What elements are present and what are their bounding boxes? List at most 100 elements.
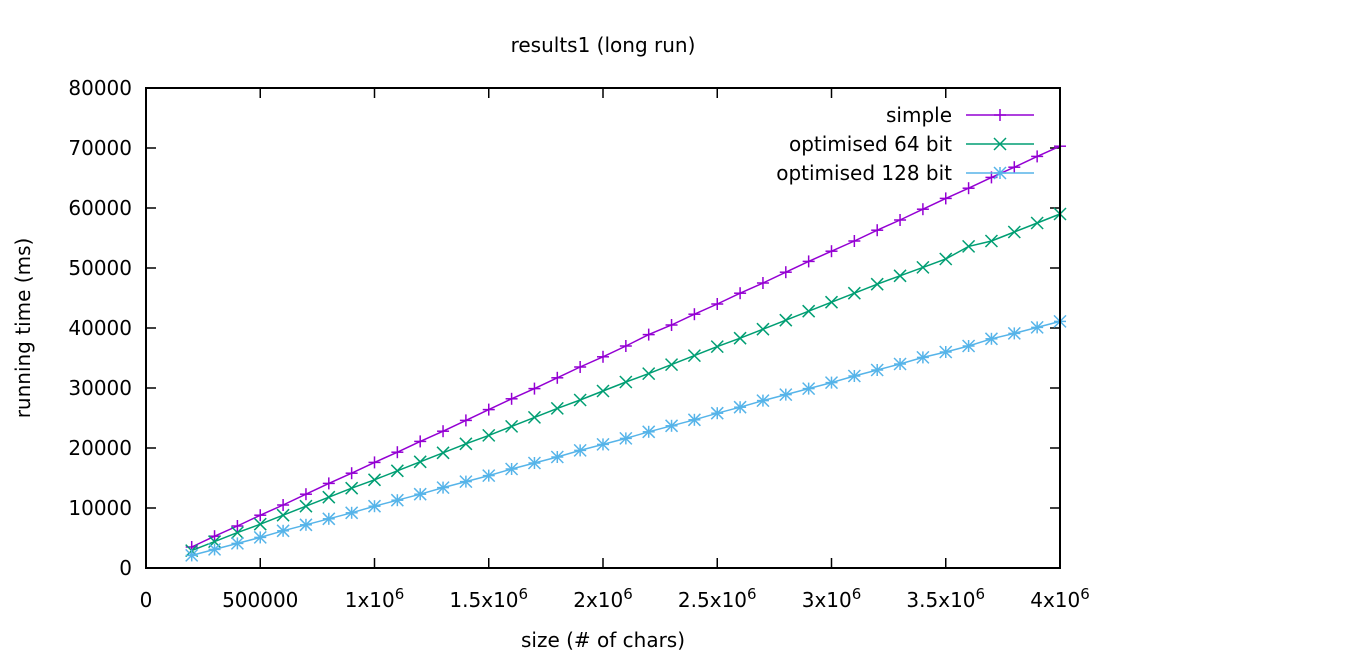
data-point bbox=[573, 393, 587, 407]
y-tick-label: 60000 bbox=[68, 196, 132, 220]
data-point bbox=[687, 349, 701, 363]
legend-marker bbox=[994, 109, 1006, 121]
data-point bbox=[847, 369, 861, 383]
data-point bbox=[642, 328, 655, 341]
data-point bbox=[322, 490, 336, 504]
data-point bbox=[505, 392, 518, 405]
data-point bbox=[596, 437, 610, 451]
data-point bbox=[527, 410, 541, 424]
data-point bbox=[550, 401, 564, 415]
data-point bbox=[756, 322, 770, 336]
data-point bbox=[550, 450, 564, 464]
data-point bbox=[1008, 161, 1021, 174]
data-point bbox=[413, 487, 427, 501]
data-point bbox=[276, 524, 290, 538]
data-point bbox=[665, 419, 679, 433]
legend: simple optimised 64 bit optimised 128 bit bbox=[776, 103, 1034, 185]
data-point bbox=[436, 481, 450, 495]
data-point bbox=[254, 509, 267, 522]
data-point bbox=[597, 350, 609, 363]
x-tick-exponent: 6 bbox=[623, 585, 633, 603]
x-tick-label: 4x106 bbox=[1030, 585, 1090, 612]
y-tick-label: 80000 bbox=[68, 76, 132, 100]
data-point bbox=[711, 298, 724, 310]
x-tick-exponent: 6 bbox=[519, 585, 529, 603]
data-point bbox=[916, 350, 930, 364]
data-point bbox=[824, 295, 839, 309]
x-tick-exponent: 6 bbox=[976, 585, 986, 603]
series-group bbox=[185, 140, 1067, 562]
data-point bbox=[688, 308, 701, 321]
y-tick-label: 40000 bbox=[68, 316, 132, 340]
data-point bbox=[871, 224, 884, 237]
data-point bbox=[505, 419, 519, 433]
data-point bbox=[642, 425, 656, 439]
data-point bbox=[710, 406, 724, 420]
legend-label: simple bbox=[886, 103, 952, 127]
data-point bbox=[459, 414, 472, 427]
data-point bbox=[984, 234, 998, 248]
legend-label: optimised 64 bit bbox=[789, 132, 952, 156]
axis-ticks: 0 500000 1x106 1.5x106 2x106 2.5x106 3x106 3.5x… bbox=[68, 76, 1089, 612]
data-point bbox=[596, 384, 610, 398]
data-point bbox=[1007, 225, 1021, 239]
data-point bbox=[847, 286, 861, 300]
data-point bbox=[870, 277, 884, 291]
plot-frame bbox=[145, 87, 1061, 569]
x-axis-label: size (# of chars) bbox=[521, 628, 685, 652]
data-point bbox=[345, 467, 358, 480]
data-point bbox=[939, 192, 952, 205]
data-point bbox=[345, 481, 359, 495]
data-point bbox=[208, 542, 222, 556]
data-point bbox=[642, 367, 656, 381]
data-point bbox=[962, 182, 975, 195]
data-point bbox=[505, 462, 519, 476]
data-point bbox=[870, 363, 884, 377]
data-point bbox=[893, 269, 907, 283]
y-tick-label: 70000 bbox=[68, 136, 132, 160]
data-point bbox=[779, 388, 793, 402]
data-point bbox=[733, 400, 747, 414]
series-simple bbox=[185, 140, 1066, 553]
data-point bbox=[185, 548, 199, 562]
data-point bbox=[619, 431, 633, 445]
y-tick-label: 20000 bbox=[68, 436, 132, 460]
data-point bbox=[1030, 216, 1044, 230]
series-optimised-64-bit bbox=[185, 207, 1067, 558]
x-tick-label: 3x106 bbox=[802, 585, 862, 612]
data-point bbox=[962, 239, 976, 253]
x-tick-exponent: 6 bbox=[1080, 585, 1090, 603]
data-point bbox=[482, 469, 496, 483]
data-point bbox=[299, 488, 312, 501]
data-point bbox=[756, 394, 770, 408]
x-tick-label: 2x106 bbox=[573, 585, 633, 612]
data-point bbox=[802, 255, 815, 268]
legend-marker bbox=[993, 166, 1007, 180]
data-point bbox=[779, 266, 792, 279]
data-point bbox=[779, 313, 793, 327]
data-point bbox=[367, 473, 382, 487]
x-tick-exponent: 6 bbox=[747, 585, 757, 603]
data-point bbox=[459, 475, 473, 489]
data-point bbox=[665, 319, 678, 331]
data-point bbox=[231, 520, 244, 532]
y-axis-label: running time (ms) bbox=[11, 238, 35, 419]
data-point bbox=[984, 332, 998, 346]
data-point bbox=[367, 499, 382, 513]
legend-label: optimised 128 bit bbox=[776, 161, 952, 185]
data-point bbox=[390, 493, 404, 507]
data-point bbox=[687, 413, 701, 427]
series-optimised-128-bit bbox=[185, 314, 1067, 562]
data-point bbox=[436, 446, 450, 460]
data-point bbox=[619, 340, 632, 352]
data-point bbox=[1007, 326, 1021, 340]
data-point bbox=[734, 287, 747, 300]
data-point bbox=[253, 530, 267, 544]
y-tick-label: 30000 bbox=[68, 376, 132, 400]
y-tick-label: 50000 bbox=[68, 256, 132, 280]
data-point bbox=[391, 446, 404, 459]
chart-title: results1 (long run) bbox=[511, 33, 696, 57]
data-point bbox=[825, 245, 838, 258]
data-point bbox=[390, 464, 404, 478]
